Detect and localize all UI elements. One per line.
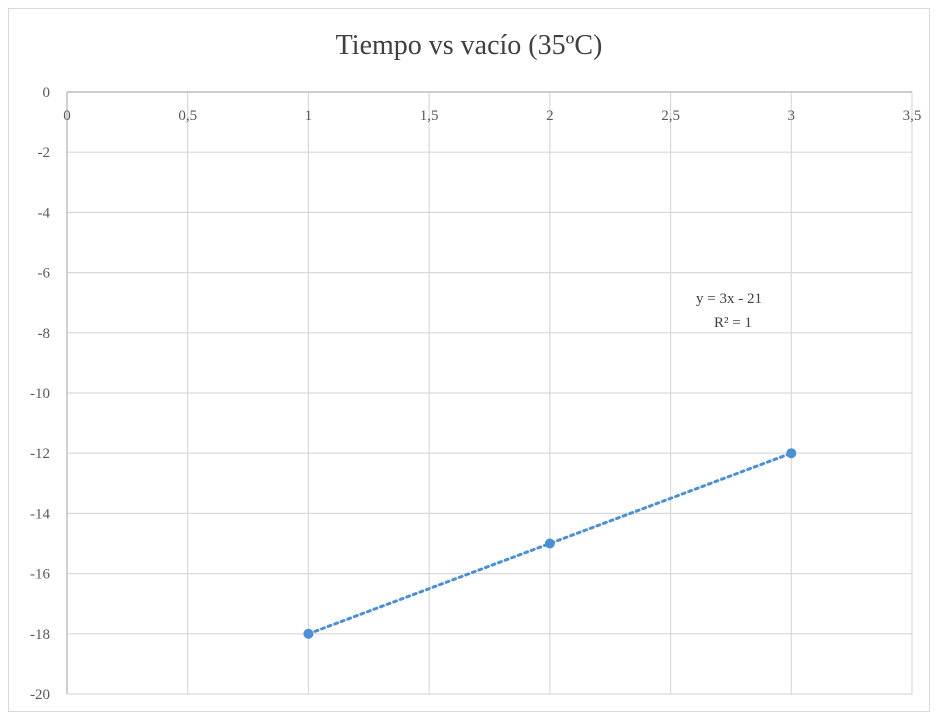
trendline-r-squared: R² = 1	[714, 315, 752, 331]
x-tick-label: 1,5	[420, 108, 439, 124]
data-point	[303, 628, 314, 639]
y-tick-label: -18	[30, 627, 50, 643]
y-tick-label: -10	[30, 386, 50, 402]
x-tick-label: 2	[546, 108, 554, 124]
x-tick-label: 3	[788, 108, 796, 124]
data-point	[544, 538, 555, 549]
chart-title: Tiempo vs vacío (35ºC)	[335, 30, 603, 61]
x-tick-label: 1	[305, 108, 313, 124]
y-tick-label: -20	[30, 687, 50, 703]
y-tick-label: -2	[38, 145, 51, 161]
y-tick-label: -8	[38, 326, 51, 342]
y-tick-label: -6	[38, 266, 51, 282]
y-tick-label: -4	[38, 205, 51, 221]
y-tick-label: 0	[43, 85, 51, 101]
data-point	[786, 448, 797, 459]
x-tick-label: 0	[63, 108, 71, 124]
y-axis-tick-labels: 0 -2 -4 -6 -8 -10 -12 -14 -16 -18 -20	[30, 85, 50, 703]
grid	[66, 91, 913, 695]
y-tick-label: -12	[30, 446, 50, 462]
y-tick-label: -16	[30, 567, 50, 583]
data-points	[303, 448, 797, 639]
x-tick-label: 3,5	[903, 108, 922, 124]
y-tick-label: -14	[30, 506, 50, 522]
trendline-equation: y = 3x - 21	[696, 291, 762, 307]
chart-frame	[8, 8, 930, 712]
x-tick-label: 0,5	[178, 108, 197, 124]
trendline-annotation: y = 3x - 21 R² = 1	[696, 291, 762, 331]
x-axis-tick-labels: 0 0,5 1 1,5 2 2,5 3 3,5	[63, 108, 921, 124]
x-tick-label: 2,5	[661, 108, 680, 124]
